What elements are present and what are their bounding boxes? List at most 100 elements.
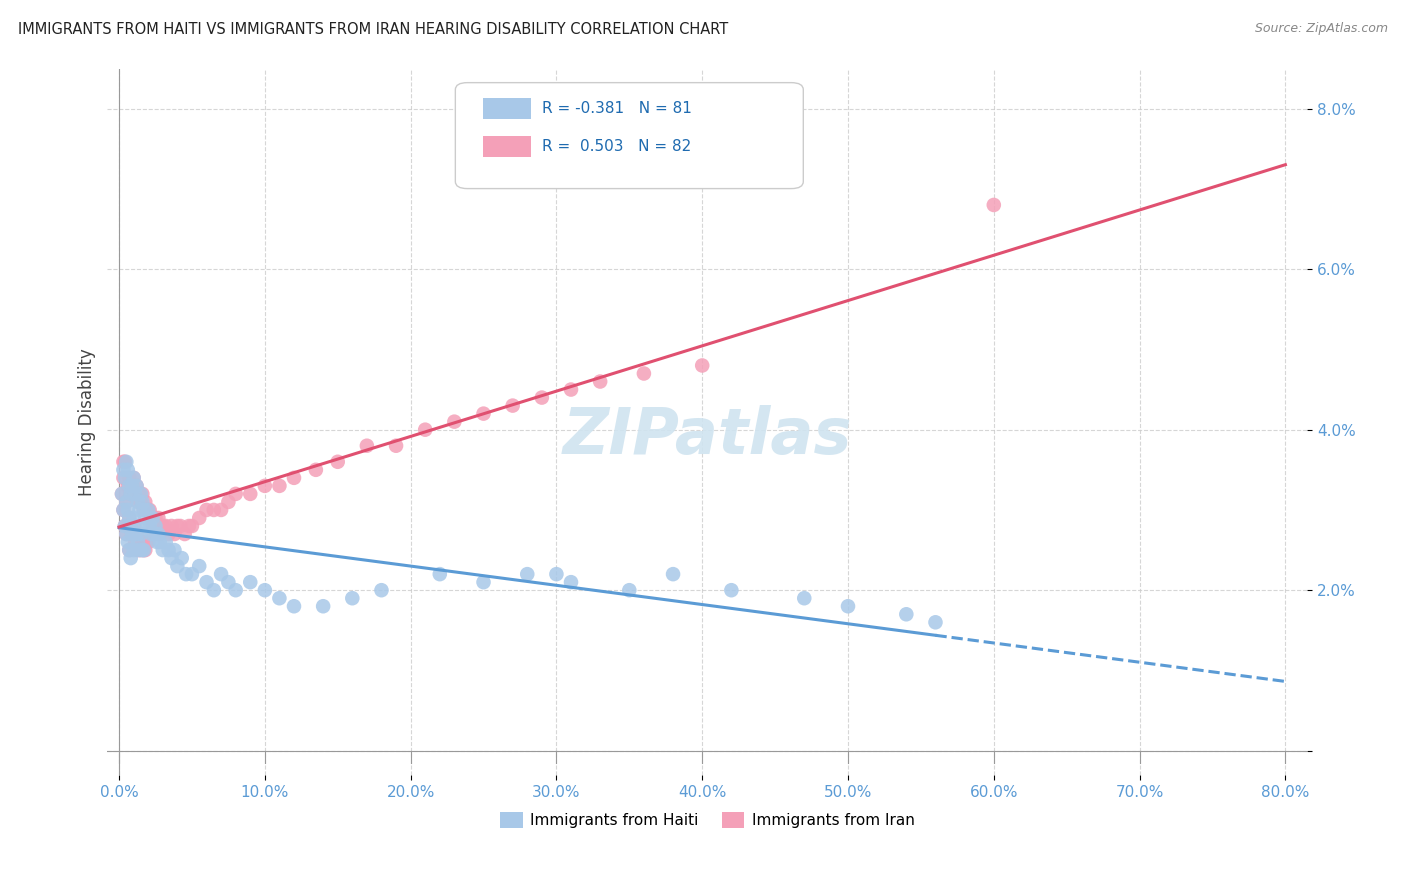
Point bbox=[662, 567, 685, 582]
Point bbox=[117, 519, 139, 533]
Point bbox=[114, 471, 136, 485]
Point bbox=[142, 511, 165, 525]
Point bbox=[122, 519, 145, 533]
Point bbox=[530, 391, 553, 405]
Point bbox=[142, 519, 165, 533]
Point bbox=[283, 599, 305, 614]
Point bbox=[326, 455, 349, 469]
Point bbox=[472, 407, 495, 421]
Point bbox=[128, 503, 150, 517]
Point bbox=[127, 495, 149, 509]
Point bbox=[155, 535, 177, 549]
Text: ZIPatlas: ZIPatlas bbox=[562, 405, 852, 467]
Point bbox=[157, 543, 180, 558]
Point bbox=[121, 527, 143, 541]
Point bbox=[125, 479, 148, 493]
Point bbox=[924, 615, 946, 630]
Point bbox=[132, 543, 155, 558]
Point bbox=[132, 503, 155, 517]
Point bbox=[793, 591, 815, 606]
Legend: Immigrants from Haiti, Immigrants from Iran: Immigrants from Haiti, Immigrants from I… bbox=[494, 806, 921, 834]
Point bbox=[135, 503, 157, 517]
Point bbox=[136, 503, 159, 517]
Point bbox=[170, 551, 193, 566]
Point bbox=[896, 607, 918, 622]
Point bbox=[112, 503, 135, 517]
Point bbox=[120, 519, 142, 533]
Point bbox=[120, 487, 142, 501]
Point bbox=[115, 455, 138, 469]
Point bbox=[122, 471, 145, 485]
Point bbox=[619, 583, 641, 598]
Point bbox=[135, 535, 157, 549]
Point bbox=[112, 455, 135, 469]
Point bbox=[118, 511, 141, 525]
Point bbox=[155, 519, 177, 533]
Point bbox=[305, 463, 328, 477]
Point bbox=[413, 423, 436, 437]
Point bbox=[472, 575, 495, 590]
Point bbox=[117, 463, 139, 477]
Point bbox=[117, 535, 139, 549]
Point bbox=[131, 495, 153, 509]
Point bbox=[166, 519, 188, 533]
Point bbox=[149, 527, 172, 541]
FancyBboxPatch shape bbox=[482, 98, 531, 120]
Point bbox=[127, 535, 149, 549]
Point bbox=[589, 375, 612, 389]
Point bbox=[122, 543, 145, 558]
Y-axis label: Hearing Disability: Hearing Disability bbox=[79, 348, 96, 496]
Point bbox=[217, 495, 239, 509]
Point bbox=[134, 495, 156, 509]
FancyBboxPatch shape bbox=[482, 136, 531, 157]
Point bbox=[370, 583, 392, 598]
Point bbox=[560, 575, 582, 590]
Point bbox=[202, 583, 225, 598]
Point bbox=[124, 535, 146, 549]
Point bbox=[169, 519, 191, 533]
Point bbox=[181, 567, 204, 582]
Point bbox=[202, 503, 225, 517]
Point bbox=[160, 519, 183, 533]
Text: R = -0.381   N = 81: R = -0.381 N = 81 bbox=[541, 102, 692, 116]
Point bbox=[122, 511, 145, 525]
Point bbox=[209, 567, 232, 582]
Point bbox=[125, 527, 148, 541]
FancyBboxPatch shape bbox=[456, 83, 803, 188]
Point bbox=[217, 575, 239, 590]
Point bbox=[560, 383, 582, 397]
Point bbox=[342, 591, 364, 606]
Point bbox=[121, 479, 143, 493]
Point bbox=[132, 503, 155, 517]
Point bbox=[225, 487, 247, 501]
Point bbox=[118, 479, 141, 493]
Point bbox=[983, 198, 1005, 212]
Point bbox=[163, 527, 186, 541]
Point bbox=[112, 471, 135, 485]
Point bbox=[134, 543, 156, 558]
Point bbox=[148, 527, 170, 541]
Point bbox=[118, 543, 141, 558]
Point bbox=[546, 567, 568, 582]
Point bbox=[139, 511, 162, 525]
Point bbox=[181, 519, 204, 533]
Point bbox=[163, 543, 186, 558]
Point bbox=[128, 535, 150, 549]
Point bbox=[356, 439, 378, 453]
Point bbox=[115, 495, 138, 509]
Point bbox=[152, 543, 174, 558]
Point bbox=[443, 415, 465, 429]
Point bbox=[269, 591, 291, 606]
Point bbox=[160, 551, 183, 566]
Point bbox=[720, 583, 742, 598]
Point bbox=[112, 503, 135, 517]
Point bbox=[136, 503, 159, 517]
Point bbox=[120, 519, 142, 533]
Text: Source: ZipAtlas.com: Source: ZipAtlas.com bbox=[1254, 22, 1388, 36]
Point bbox=[117, 479, 139, 493]
Point bbox=[118, 471, 141, 485]
Point bbox=[111, 487, 134, 501]
Point bbox=[115, 495, 138, 509]
Point bbox=[121, 527, 143, 541]
Point bbox=[145, 519, 167, 533]
